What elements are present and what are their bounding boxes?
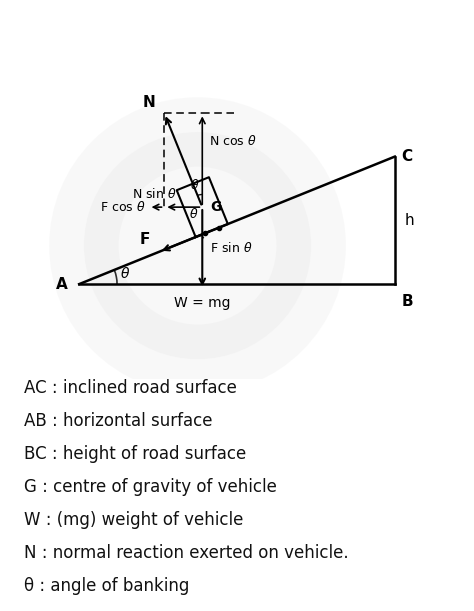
Text: F sin $\theta$: F sin $\theta$: [210, 241, 252, 255]
Text: N sin $\theta$: N sin $\theta$: [132, 187, 177, 201]
Text: AB : horizontal surface: AB : horizontal surface: [24, 412, 212, 430]
Text: W : (mg) weight of vehicle: W : (mg) weight of vehicle: [24, 511, 243, 529]
Text: A: A: [56, 277, 68, 291]
Text: AC : inclined road surface: AC : inclined road surface: [24, 379, 237, 397]
Text: N: N: [142, 95, 155, 111]
Text: G: G: [210, 200, 221, 214]
Text: N cos $\theta$: N cos $\theta$: [209, 134, 256, 148]
Text: F: F: [139, 232, 150, 247]
Text: h: h: [404, 213, 414, 228]
Text: $\theta$: $\theta$: [190, 207, 199, 221]
Text: B: B: [401, 294, 413, 309]
Text: C: C: [401, 149, 412, 164]
Text: F cos $\theta$: F cos $\theta$: [100, 200, 146, 214]
Text: BC : height of road surface: BC : height of road surface: [24, 445, 246, 463]
Text: N : normal reaction exerted on vehicle.: N : normal reaction exerted on vehicle.: [24, 544, 348, 562]
Text: $\theta$: $\theta$: [120, 266, 130, 281]
Text: $\theta$: $\theta$: [190, 178, 199, 192]
Text: G : centre of gravity of vehicle: G : centre of gravity of vehicle: [24, 478, 276, 496]
Text: θ : angle of banking: θ : angle of banking: [24, 577, 189, 595]
Circle shape: [84, 132, 311, 359]
Text: W = mg: W = mg: [174, 296, 230, 310]
